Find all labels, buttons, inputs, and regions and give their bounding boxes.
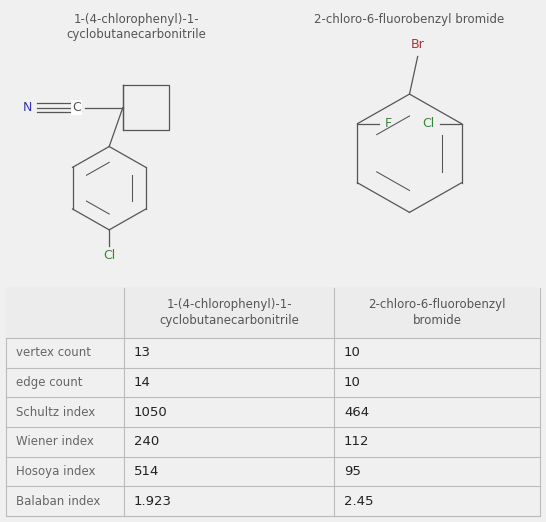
Text: Balaban index: Balaban index xyxy=(16,495,100,508)
Text: Wiener index: Wiener index xyxy=(16,435,94,448)
Text: 2-chloro-6-fluorobenzyl
bromide: 2-chloro-6-fluorobenzyl bromide xyxy=(368,299,506,327)
Text: Cl: Cl xyxy=(422,117,434,130)
Text: 14: 14 xyxy=(134,376,151,389)
Bar xyxy=(6,288,540,338)
Text: 1-(4-chlorophenyl)-1-
cyclobutanecarbonitrile: 1-(4-chlorophenyl)-1- cyclobutanecarboni… xyxy=(159,299,299,327)
Text: 95: 95 xyxy=(344,465,361,478)
Text: 464: 464 xyxy=(344,406,369,419)
Text: 1.923: 1.923 xyxy=(134,495,172,508)
Text: C: C xyxy=(72,101,81,114)
Text: Br: Br xyxy=(411,38,425,51)
Text: 112: 112 xyxy=(344,435,370,448)
Text: 514: 514 xyxy=(134,465,159,478)
Text: Schultz index: Schultz index xyxy=(16,406,95,419)
Text: 10: 10 xyxy=(344,346,361,359)
Text: 2-chloro-6-fluorobenzyl bromide: 2-chloro-6-fluorobenzyl bromide xyxy=(314,14,505,27)
Text: 1-(4-chlorophenyl)-1-
cyclobutanecarbonitrile: 1-(4-chlorophenyl)-1- cyclobutanecarboni… xyxy=(67,14,206,41)
Text: 240: 240 xyxy=(134,435,159,448)
Text: Hosoya index: Hosoya index xyxy=(16,465,96,478)
Text: 13: 13 xyxy=(134,346,151,359)
Text: 10: 10 xyxy=(344,376,361,389)
Text: N: N xyxy=(22,101,32,114)
Text: edge count: edge count xyxy=(16,376,82,389)
Text: F: F xyxy=(385,117,392,130)
Text: vertex count: vertex count xyxy=(16,346,91,359)
Text: 2.45: 2.45 xyxy=(344,495,373,508)
Text: Cl: Cl xyxy=(103,248,115,262)
Text: 1050: 1050 xyxy=(134,406,168,419)
